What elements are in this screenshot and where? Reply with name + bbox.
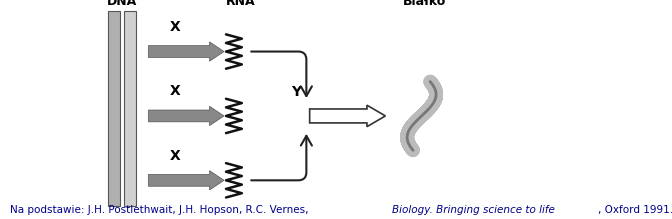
Text: DNA: DNA (107, 0, 137, 8)
Text: Na podstawie: J.H. Postlethwait, J.H. Hopson, R.C. Vernes,: Na podstawie: J.H. Postlethwait, J.H. Ho… (10, 205, 312, 215)
FancyArrow shape (149, 106, 224, 126)
Text: X: X (169, 84, 180, 98)
FancyArrowPatch shape (251, 136, 312, 180)
Text: Biology. Bringing science to life: Biology. Bringing science to life (392, 205, 554, 215)
Text: X: X (169, 20, 180, 34)
Text: Białko: Białko (403, 0, 446, 8)
Text: Y: Y (292, 85, 302, 99)
FancyArrow shape (310, 105, 386, 127)
FancyArrow shape (149, 42, 224, 61)
Text: RNA: RNA (226, 0, 255, 8)
Text: X: X (169, 149, 180, 163)
FancyArrow shape (149, 171, 224, 190)
Text: , Oxford 1991.: , Oxford 1991. (597, 205, 672, 215)
Bar (108, 11, 120, 206)
FancyArrowPatch shape (251, 51, 312, 96)
Bar (124, 11, 136, 206)
